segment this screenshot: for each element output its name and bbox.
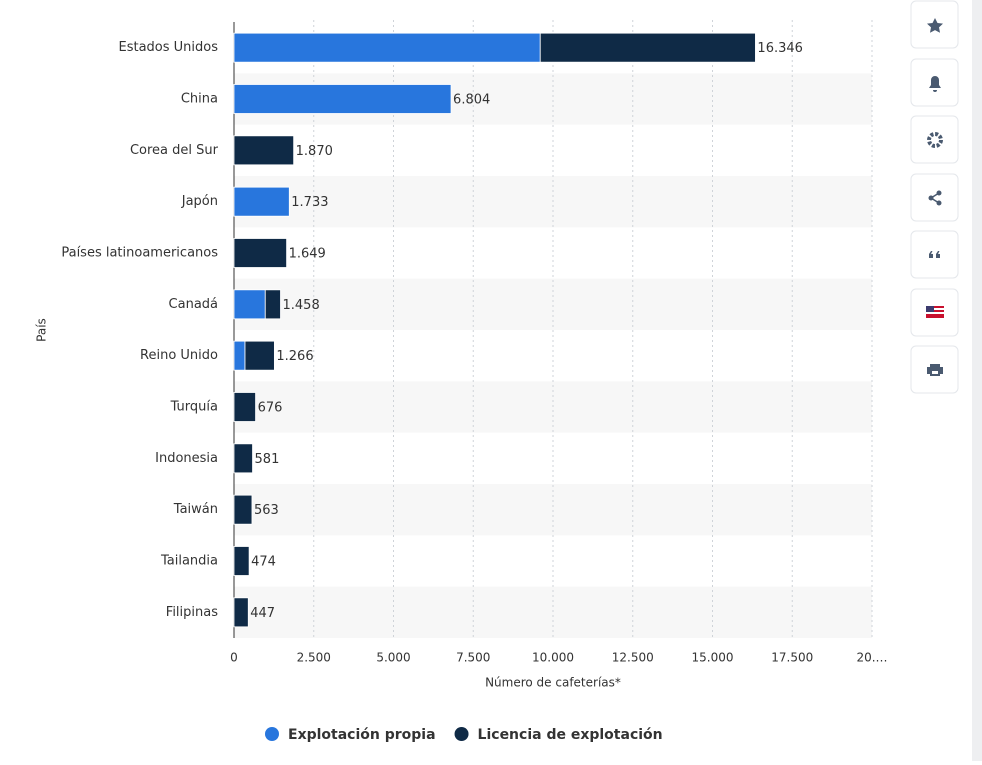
cite-button[interactable] [910,230,959,279]
bar-segment [233,494,253,525]
bar-segment [233,340,246,371]
y-tick-label: Estados Unidos [118,40,218,55]
y-tick-label: Japón [181,194,218,209]
total-label: 474 [251,555,276,570]
bar-segment [244,340,275,371]
x-tick-label: 15.000 [692,651,734,665]
total-label: 581 [255,452,280,467]
bar-segment [233,392,256,422]
y-tick-label: Turquía [170,400,218,415]
bar-segment [233,84,452,114]
legend-label: Licencia de explotación [478,727,663,743]
y-tick-label: Tailandia [160,554,218,569]
y-tick-label: Canadá [169,297,218,312]
y-tick-label: Filipinas [166,605,218,620]
settings-button[interactable] [910,115,959,164]
total-label: 1.266 [276,349,313,364]
total-label: 1.458 [283,298,320,313]
bar-segment [233,289,266,320]
y-tick-label: Taiwán [173,502,218,517]
total-label: 1.870 [296,144,333,159]
legend-marker [454,727,469,741]
bar-segment [233,597,249,628]
legend-marker [265,727,279,741]
y-tick-label: Indonesia [155,451,218,466]
y-tick-label: Corea del Sur [130,143,219,158]
x-tick-label: 12.500 [612,651,654,665]
scroll-strip [972,0,982,761]
legend-label: Explotación propia [288,727,436,743]
print-button[interactable] [910,345,959,394]
y-tick-label: Reino Unido [140,348,218,363]
total-label: 6.804 [453,93,490,108]
bar-segment [233,32,541,63]
x-tick-label: 2.500 [297,651,331,665]
total-label: 676 [258,401,283,416]
total-label: 447 [250,606,275,621]
y-tick-label: Países latinoamericanos [61,246,218,261]
bar-segment [233,443,253,474]
bar-segment [233,135,295,166]
total-label: 1.733 [291,195,328,210]
bar-segment [264,289,281,320]
x-tick-label: 0 [230,651,238,665]
x-tick-label: 7.500 [456,651,490,665]
total-label: 16.346 [757,41,803,56]
x-tick-label: 17.500 [771,651,813,665]
x-axis-label: Número de cafeterías* [485,676,621,690]
share-button[interactable] [910,173,959,222]
language-button[interactable] [910,288,959,337]
bar-segment [539,32,756,63]
total-label: 563 [254,503,279,518]
alert-button[interactable] [910,58,959,107]
sidebar [910,0,959,394]
total-label: 1.649 [289,247,326,262]
x-tick-label: 10.000 [532,651,574,665]
x-tick-label: 5.000 [376,651,410,665]
y-axis-label: País [35,318,49,342]
x-tick-label: 20.… [856,651,887,665]
bar-segment [233,238,288,268]
bar-segment [233,186,290,217]
bar-segment [233,546,250,576]
favorite-button[interactable] [910,0,959,49]
y-tick-label: China [181,92,218,107]
